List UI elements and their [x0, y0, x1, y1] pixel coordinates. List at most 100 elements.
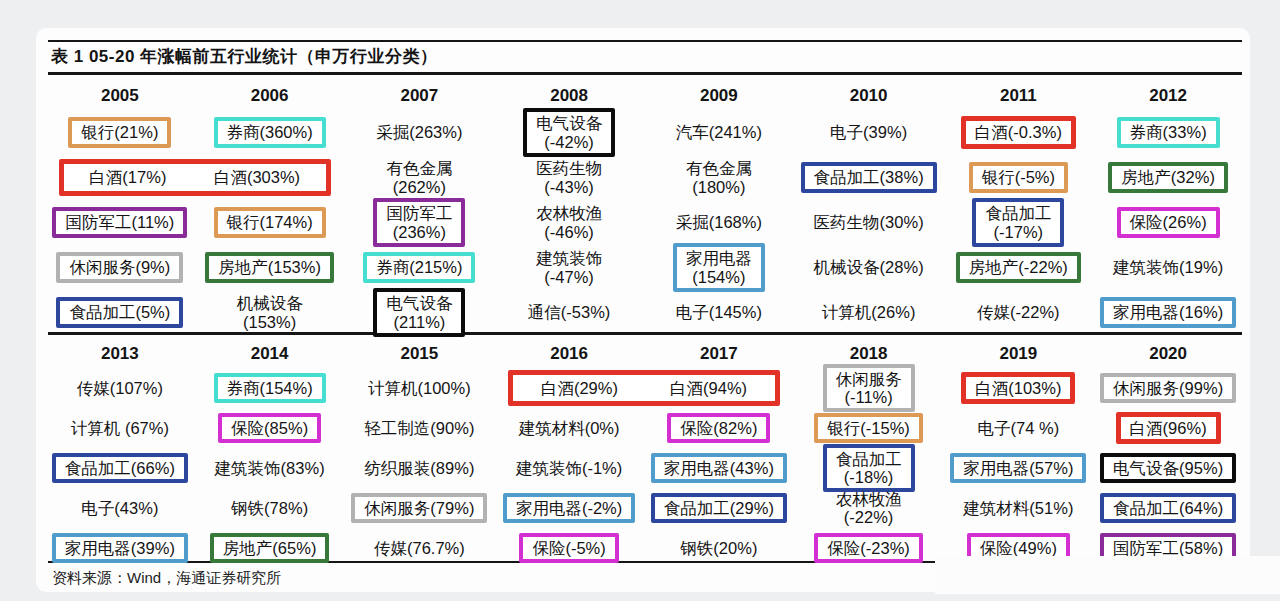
plain-label: 轻工制造(90%): [358, 417, 480, 439]
industry-cell: 建筑材料(51%): [947, 488, 1091, 528]
plain-label: 建筑装饰(83%): [209, 457, 331, 479]
industry-cell: 券商(154%): [198, 368, 342, 408]
industry-cell: 电子(74 %): [947, 408, 1091, 448]
industry-cell: 国防军工(236%): [348, 200, 492, 245]
industry-cell: 钢铁(78%): [198, 488, 342, 528]
industry-cell: 房地产(32%): [1096, 155, 1240, 200]
plain-label: 纺织服装(89%): [358, 457, 480, 479]
highlight-box: 家用电器(16%): [1100, 297, 1236, 327]
year-header: 2006: [198, 82, 342, 110]
highlight-box: 房地产(-22%): [956, 252, 1081, 282]
highlight-box: 电气设备(-42%): [523, 108, 615, 157]
industry-cell: 家用电器(39%): [48, 528, 192, 568]
highlight-box: 保险(26%): [1117, 207, 1220, 237]
plain-label: 钢铁(78%): [225, 497, 314, 519]
industry-cell: 钢铁(20%): [647, 528, 791, 568]
plain-label: 传媒(107%): [71, 377, 169, 399]
industry-cell: 汽车(241%): [647, 110, 791, 155]
year-header: 2005: [48, 82, 192, 110]
highlight-box: 房地产(153%): [205, 252, 334, 282]
plain-label: 有色金属(180%): [680, 157, 758, 198]
industry-cell: 食品加工(64%): [1096, 488, 1240, 528]
industry-cell: 电气设备(-42%): [497, 110, 641, 155]
industry-cell: 传媒(76.7%): [348, 528, 492, 568]
industry-cell: 通信(-53%): [497, 290, 641, 335]
plain-label: 采掘(263%): [370, 121, 468, 143]
plain-label: 电子(43%): [75, 497, 164, 519]
highlight-box: 电气设备(211%): [373, 288, 465, 337]
industry-cell: 保险(82%): [647, 408, 791, 448]
plain-label: 农林牧渔(-46%): [530, 202, 608, 243]
highlight-box: 休闲服务(-11%): [823, 364, 915, 413]
industry-cell: 建筑装饰(-47%): [497, 245, 641, 290]
industry-cell: 房地产(-22%): [947, 245, 1091, 290]
highlight-box: 房地产(65%): [210, 533, 330, 563]
year-grid-top: 2005银行(21%)白酒(17%)白酒(303%)国防军工(11%)休闲服务(…: [48, 82, 1240, 335]
industry-cell: 保险(26%): [1096, 200, 1240, 245]
year-header: 2016: [497, 340, 641, 368]
industry-cell: 食品加工(5%): [48, 290, 192, 335]
industry-cell: 休闲服务(79%): [348, 488, 492, 528]
industry-cell: 保险(-23%): [797, 528, 941, 568]
report-card: 表 1 05-20 年涨幅前五行业统计（申万行业分类） 2005银行(21%)白…: [36, 28, 1250, 592]
source-note: 资料来源：Wind，海通证券研究所: [52, 569, 281, 588]
industry-cell: 建筑装饰(19%): [1096, 245, 1240, 290]
industry-cell: 采掘(168%): [647, 200, 791, 245]
industry-cell: 机械设备(28%): [797, 245, 941, 290]
year-header: 2020: [1096, 340, 1240, 368]
industry-cell: 休闲服务(99%): [1096, 368, 1240, 408]
industry-cell: 有色金属(262%): [348, 155, 492, 200]
divider-top: [48, 40, 1242, 42]
industry-cell: 机械设备(153%): [198, 290, 342, 335]
highlight-box: 房地产(32%): [1108, 162, 1228, 192]
industry-cell: 电子(145%): [647, 290, 791, 335]
plain-label: 电子(39%): [824, 121, 913, 143]
plain-label: 电子(74 %): [972, 417, 1066, 439]
industry-cell: 休闲服务(9%): [48, 245, 192, 290]
industry-cell: 食品加工(-17%): [947, 200, 1091, 245]
plain-label: 建筑材料(51%): [957, 497, 1079, 519]
industry-cell: 房地产(65%): [198, 528, 342, 568]
plain-label: 有色金属(262%): [380, 157, 458, 198]
plain-label: 建筑装饰(-1%): [510, 457, 628, 479]
industry-cell: 券商(215%): [348, 245, 492, 290]
industry-cell: 医药生物(-43%): [497, 155, 641, 200]
industry-cell: 电子(43%): [48, 488, 192, 528]
plain-label: 通信(-53%): [522, 301, 617, 323]
highlight-box: 白酒(-0.3%): [961, 116, 1076, 148]
industry-cell: 食品加工(38%): [797, 155, 941, 200]
industry-cell: 银行(174%): [198, 200, 342, 245]
highlight-box: 保险(-23%): [814, 533, 923, 563]
industry-cell: 计算机 (67%): [48, 408, 192, 448]
highlight-box: 银行(21%): [68, 117, 171, 147]
year-header: 2007: [348, 82, 492, 110]
highlight-box: 电气设备(95%): [1100, 453, 1236, 483]
highlight-box: 食品加工(-17%): [972, 198, 1064, 247]
industry-cell: 建筑装饰(-1%): [497, 448, 641, 488]
report-table-screenshot: { "colors": { "red": "#e23227", "orange"…: [0, 0, 1280, 601]
highlight-box: 券商(154%): [214, 373, 326, 403]
plain-label: 建筑材料(0%): [513, 417, 626, 439]
industry-cell: 医药生物(30%): [797, 200, 941, 245]
year-header: 2012: [1096, 82, 1240, 110]
highlight-box: 券商(33%): [1117, 117, 1220, 147]
plain-label: 计算机 (67%): [65, 417, 175, 439]
industry-cell: 白酒(17%)白酒(303%): [48, 155, 342, 200]
highlight-box: 券商(360%): [214, 117, 326, 147]
industry-cell: 农林牧渔(-22%): [797, 488, 941, 528]
highlight-box: 家用电器(57%): [950, 453, 1086, 483]
industry-cell: 传媒(107%): [48, 368, 192, 408]
plain-label: 计算机(26%): [816, 301, 922, 323]
divider-under-title: [48, 72, 1242, 75]
industry-cell: 白酒(-0.3%): [947, 110, 1091, 155]
industry-cell: 房地产(153%): [198, 245, 342, 290]
industry-cell: 计算机(100%): [348, 368, 492, 408]
year-header: 2008: [497, 82, 641, 110]
year-header: 2019: [947, 340, 1091, 368]
highlight-box: 保险(85%): [218, 413, 321, 443]
highlight-box: 银行(-5%): [969, 162, 1068, 192]
industry-cell: 电气设备(211%): [348, 290, 492, 335]
industry-cell: 保险(-5%): [497, 528, 641, 568]
highlight-box: 食品加工(29%): [651, 493, 787, 523]
industry-cell: 计算机(26%): [797, 290, 941, 335]
